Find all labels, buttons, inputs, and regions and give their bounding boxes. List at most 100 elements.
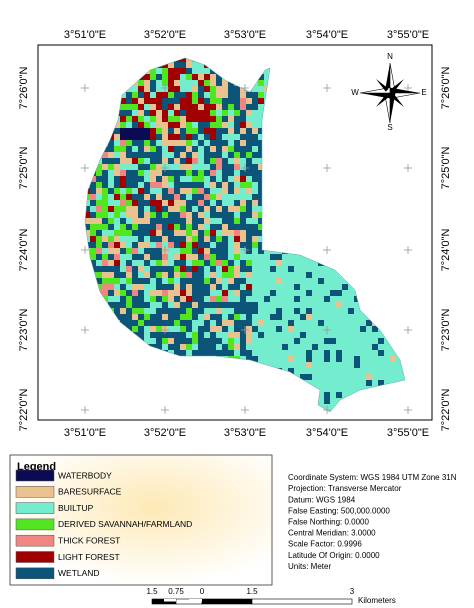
land-pixel xyxy=(228,164,235,171)
land-pixel xyxy=(168,122,175,129)
land-pixel xyxy=(336,320,343,327)
land-pixel xyxy=(258,218,265,225)
land-pixel xyxy=(210,320,217,327)
legend-swatch xyxy=(15,486,55,498)
land-pixel xyxy=(264,74,271,81)
land-pixel xyxy=(282,272,289,279)
land-pixel xyxy=(186,278,193,285)
land-pixel xyxy=(150,254,157,261)
land-pixel xyxy=(330,302,337,309)
land-pixel xyxy=(234,338,241,345)
land-pixel xyxy=(96,260,103,267)
land-pixel xyxy=(300,284,307,291)
land-pixel xyxy=(372,380,379,387)
land-pixel xyxy=(96,188,103,195)
land-pixel xyxy=(234,140,241,147)
land-pixel xyxy=(318,302,325,309)
land-pixel xyxy=(132,236,139,243)
land-pixel xyxy=(240,194,247,201)
land-pixel xyxy=(198,344,205,351)
land-pixel xyxy=(306,368,313,375)
land-pixel xyxy=(318,398,325,405)
land-pixel xyxy=(96,278,103,285)
land-pixel xyxy=(360,380,367,387)
land-pixel xyxy=(222,296,229,303)
land-pixel xyxy=(204,128,211,135)
land-pixel xyxy=(192,284,199,291)
land-pixel xyxy=(372,338,379,345)
land-pixel xyxy=(144,206,151,213)
land-pixel xyxy=(108,260,115,267)
land-pixel xyxy=(246,284,253,291)
land-pixel xyxy=(252,242,259,249)
land-pixel xyxy=(324,344,331,351)
land-pixel xyxy=(156,188,163,195)
land-pixel xyxy=(312,374,319,381)
land-pixel xyxy=(246,290,253,297)
land-pixel xyxy=(120,266,127,273)
land-pixel xyxy=(108,254,115,261)
land-pixel xyxy=(150,164,157,171)
land-pixel xyxy=(144,146,151,153)
land-pixel xyxy=(192,116,199,123)
land-pixel xyxy=(198,254,205,261)
land-pixel xyxy=(162,170,169,177)
land-pixel xyxy=(120,152,127,159)
land-pixel xyxy=(306,272,313,279)
land-pixel xyxy=(222,146,229,153)
land-pixel xyxy=(210,206,217,213)
land-pixel xyxy=(216,332,223,339)
land-pixel xyxy=(114,266,121,273)
land-pixel xyxy=(234,206,241,213)
land-pixel xyxy=(126,242,133,249)
land-pixel xyxy=(150,110,157,117)
land-pixel xyxy=(114,284,121,291)
land-pixel xyxy=(276,308,283,315)
land-pixel xyxy=(258,182,265,189)
land-pixel xyxy=(138,158,145,165)
land-pixel xyxy=(300,356,307,363)
land-pixel xyxy=(312,272,319,279)
land-pixel xyxy=(168,86,175,93)
land-pixel xyxy=(138,200,145,207)
land-pixel xyxy=(198,332,205,339)
land-pixel xyxy=(192,92,199,99)
land-pixel xyxy=(138,146,145,153)
land-pixel xyxy=(120,146,127,153)
land-pixel xyxy=(282,314,289,321)
land-pixel xyxy=(378,362,385,369)
land-pixel xyxy=(306,362,313,369)
land-pixel xyxy=(144,272,151,279)
land-pixel xyxy=(150,146,157,153)
land-pixel xyxy=(210,284,217,291)
land-pixel xyxy=(180,278,187,285)
land-pixel xyxy=(156,218,163,225)
land-pixel xyxy=(150,122,157,129)
land-pixel xyxy=(324,392,331,399)
land-pixel xyxy=(348,344,355,351)
land-pixel xyxy=(144,260,151,267)
land-pixel xyxy=(342,362,349,369)
land-pixel xyxy=(192,122,199,129)
land-pixel xyxy=(324,368,331,375)
legend-swatch xyxy=(15,534,55,547)
land-pixel xyxy=(240,284,247,291)
land-pixel xyxy=(186,326,193,333)
land-pixel xyxy=(294,302,301,309)
land-pixel xyxy=(204,176,211,183)
land-pixel xyxy=(90,212,97,219)
land-pixel xyxy=(258,110,265,117)
land-pixel xyxy=(114,140,121,147)
land-pixel xyxy=(150,338,157,345)
land-pixel xyxy=(360,332,367,339)
land-pixel xyxy=(252,302,259,309)
land-pixel xyxy=(246,158,253,165)
land-pixel xyxy=(198,338,205,345)
land-pixel xyxy=(366,338,373,345)
land-pixel xyxy=(252,104,259,111)
land-pixel xyxy=(204,206,211,213)
land-pixel xyxy=(120,284,127,291)
land-pixel xyxy=(216,278,223,285)
land-pixel xyxy=(96,200,103,207)
land-pixel xyxy=(186,218,193,225)
